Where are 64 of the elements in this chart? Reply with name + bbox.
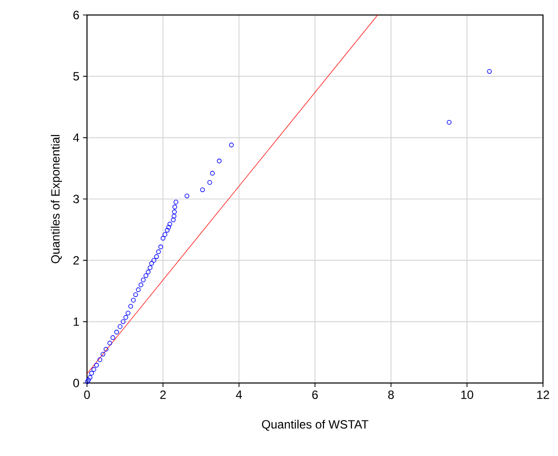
point (104, 346, 108, 352)
y-tick-label: 1 (74, 318, 79, 326)
y-axis-title: Quantiles of Exponential (50, 135, 62, 264)
point (167, 222, 172, 226)
point (184, 194, 190, 198)
point (94, 362, 99, 368)
point (216, 158, 222, 164)
y-tick-label: 3 (73, 194, 79, 204)
point (86, 378, 91, 382)
x-tick-label: 8 (388, 390, 394, 399)
point (152, 258, 156, 263)
point (174, 200, 178, 204)
x-tick-label: 4 (236, 390, 242, 399)
point (120, 319, 126, 324)
point (128, 304, 134, 309)
point (154, 254, 159, 259)
point (107, 340, 112, 346)
point (229, 142, 234, 148)
y-tick-label: 4 (73, 134, 80, 142)
point (172, 210, 177, 214)
point (146, 270, 151, 274)
point (88, 375, 92, 380)
point (207, 180, 212, 185)
y-tick-label: 0 (73, 378, 80, 388)
point (138, 282, 144, 288)
point (158, 244, 164, 250)
point (172, 214, 176, 219)
point (118, 324, 122, 329)
point (148, 265, 152, 270)
point (162, 232, 168, 237)
point (446, 120, 452, 125)
y-tick-label: 6 (73, 10, 79, 20)
point (140, 278, 146, 282)
x-tick-label: 12 (537, 390, 550, 399)
point (114, 330, 119, 334)
point (100, 352, 106, 357)
x-axis-title: Quantiles of WSTAT (262, 420, 368, 431)
y-tick-label: 2 (73, 256, 79, 265)
point (98, 357, 102, 362)
point (85, 379, 90, 384)
point (133, 292, 138, 298)
point (126, 310, 130, 316)
point (166, 224, 172, 230)
point (156, 249, 161, 254)
point (89, 370, 94, 376)
point (170, 218, 176, 222)
point (210, 170, 215, 176)
x-tick-label: 0 (84, 390, 90, 399)
point (91, 367, 96, 372)
point (164, 228, 170, 233)
x-tick-label: 6 (312, 390, 318, 399)
point (160, 236, 166, 241)
point (136, 287, 141, 292)
point (144, 273, 148, 278)
point (110, 335, 116, 340)
y-tick-label: 5 (73, 72, 79, 80)
x-tick-label: 10 (461, 390, 474, 399)
x-tick-label: 2 (160, 390, 166, 399)
point (149, 261, 154, 266)
point (131, 298, 136, 303)
point (172, 204, 178, 210)
point (200, 187, 205, 192)
point (123, 315, 128, 320)
point (487, 69, 492, 74)
